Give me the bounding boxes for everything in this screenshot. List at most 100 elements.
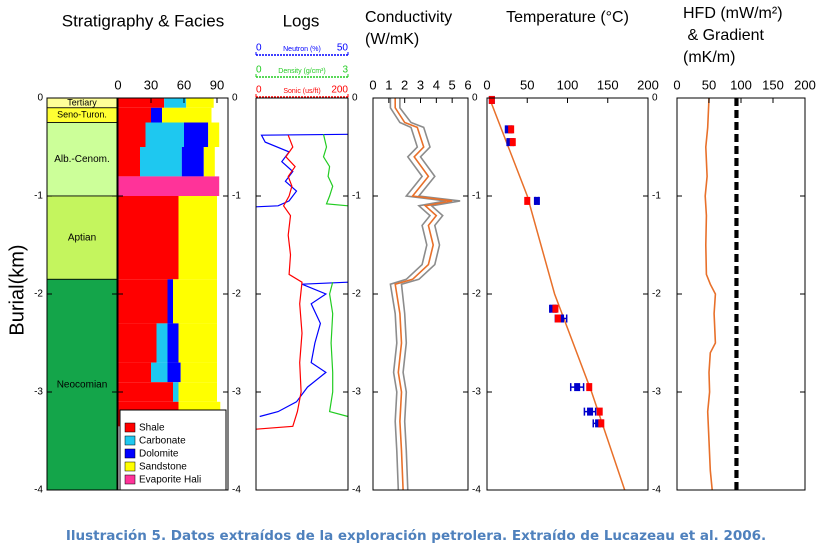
strat-unit: [46, 122, 118, 197]
x-tick-label: 60: [177, 77, 191, 92]
facies-segment: [118, 98, 165, 108]
legend-label: Shale: [139, 423, 165, 434]
y-tick-label: -3: [652, 387, 661, 398]
facies-segment: [118, 107, 151, 123]
conductivity-line: [389, 98, 446, 491]
legend-label: Evaporite Hali: [139, 475, 201, 486]
panel-frame: [676, 97, 806, 491]
hfd-line: [704, 97, 717, 491]
x-tick-label: 0: [369, 77, 376, 92]
temperature-point: [558, 314, 565, 323]
y-tick-label: -3: [352, 387, 361, 398]
facies-segment: [118, 362, 151, 383]
y-tick-label: -2: [232, 289, 241, 300]
y-tick-label: -2: [352, 289, 361, 300]
facies-segment: [156, 323, 168, 363]
x-tick-label: 5: [449, 77, 456, 92]
y-tick-label: -1: [232, 191, 241, 202]
facies-segment: [145, 122, 184, 147]
y-tick-label: -4: [652, 485, 661, 496]
log-tick-label: 0: [256, 65, 262, 76]
facies-segment: [118, 122, 146, 147]
temperature-line: [488, 97, 626, 491]
temperature-point: [508, 125, 515, 134]
log-tick-label: 200: [331, 85, 348, 96]
temperature-point: [554, 314, 561, 323]
x-tick-label: 0: [114, 77, 121, 92]
y-tick-label: 0: [232, 93, 238, 104]
temperature-point: [598, 419, 605, 428]
log-name: Neutron (%): [283, 46, 321, 53]
legend-swatch: [124, 461, 136, 472]
strat-label: Seno-Turon.: [57, 110, 107, 120]
facies-segment: [167, 279, 173, 324]
x-tick-label: 100: [730, 77, 752, 92]
facies-segment: [140, 147, 182, 177]
conductivity-line: [394, 98, 453, 491]
y-tick-label: -4: [472, 485, 481, 496]
facies-segment: [173, 382, 179, 402]
log-tick-label: 0: [256, 85, 262, 96]
legend-label: Dolomite: [139, 449, 179, 460]
strat-label: Neocomian: [57, 379, 108, 390]
panel-frame: [255, 97, 349, 491]
x-tick-label: 30: [144, 77, 158, 92]
facies-segment: [186, 98, 214, 108]
facies-segment: [162, 107, 212, 123]
x-tick-label: 90: [210, 77, 224, 92]
x-tick-label: 0: [483, 77, 490, 92]
y-tick-label: -4: [352, 485, 361, 496]
log-tick-label: 50: [337, 43, 349, 54]
panel-title: (mK/m): [683, 49, 735, 66]
x-tick-label: 4: [433, 77, 440, 92]
y-tick-label: 0: [652, 93, 658, 104]
panel-frame: [486, 97, 649, 491]
strat-label: Alb.-Cenom.: [54, 154, 110, 165]
facies-segment: [118, 176, 220, 196]
temperature-point: [552, 304, 559, 313]
facies-segment: [118, 196, 179, 280]
y-tick-label: -3: [472, 387, 481, 398]
temperature-point: [587, 407, 594, 416]
log-line: [322, 134, 349, 418]
facies-segment: [167, 362, 181, 383]
facies-segment: [118, 279, 168, 324]
x-tick-label: 0: [673, 77, 680, 92]
facies-segment: [118, 382, 173, 402]
x-tick-label: 2: [401, 77, 408, 92]
panel-title: Conductivity: [365, 9, 452, 26]
facies-segment: [178, 196, 217, 280]
temperature-point: [596, 407, 603, 416]
y-tick-label: -1: [34, 191, 43, 202]
strat-label: Aptian: [68, 232, 96, 243]
panel-title: HFD (mW/m²): [683, 5, 783, 22]
facies-segment: [151, 362, 168, 383]
legend-box: [119, 409, 227, 491]
temperature-point: [509, 138, 516, 147]
panel-title: Stratigraphy & Facies: [62, 11, 225, 30]
facies-segment: [151, 107, 162, 123]
facies-segment: [208, 122, 220, 147]
y-tick-label: 0: [352, 93, 358, 104]
x-tick-label: 200: [794, 77, 816, 92]
legend-swatch: [124, 422, 136, 433]
temperature-point: [574, 383, 581, 392]
panel-title: Temperature (°C): [506, 9, 629, 26]
temperature-point: [488, 95, 495, 104]
temperature-point: [595, 419, 602, 428]
x-tick-label: 100: [557, 77, 579, 92]
y-tick-label: -2: [652, 289, 661, 300]
panel-title: & Gradient: [683, 27, 764, 44]
log-name: Density (g/cm³): [278, 68, 325, 75]
facies-segment: [184, 122, 209, 147]
y-tick-label: -4: [34, 485, 43, 496]
facies-segment: [164, 98, 187, 108]
temperature-point: [533, 196, 540, 205]
y-tick-label: -4: [232, 485, 241, 496]
x-tick-label: 200: [637, 77, 659, 92]
temperature-point: [524, 196, 531, 205]
legend-swatch: [124, 474, 136, 485]
y-tick-label: -2: [472, 289, 481, 300]
facies-segment: [180, 362, 217, 383]
